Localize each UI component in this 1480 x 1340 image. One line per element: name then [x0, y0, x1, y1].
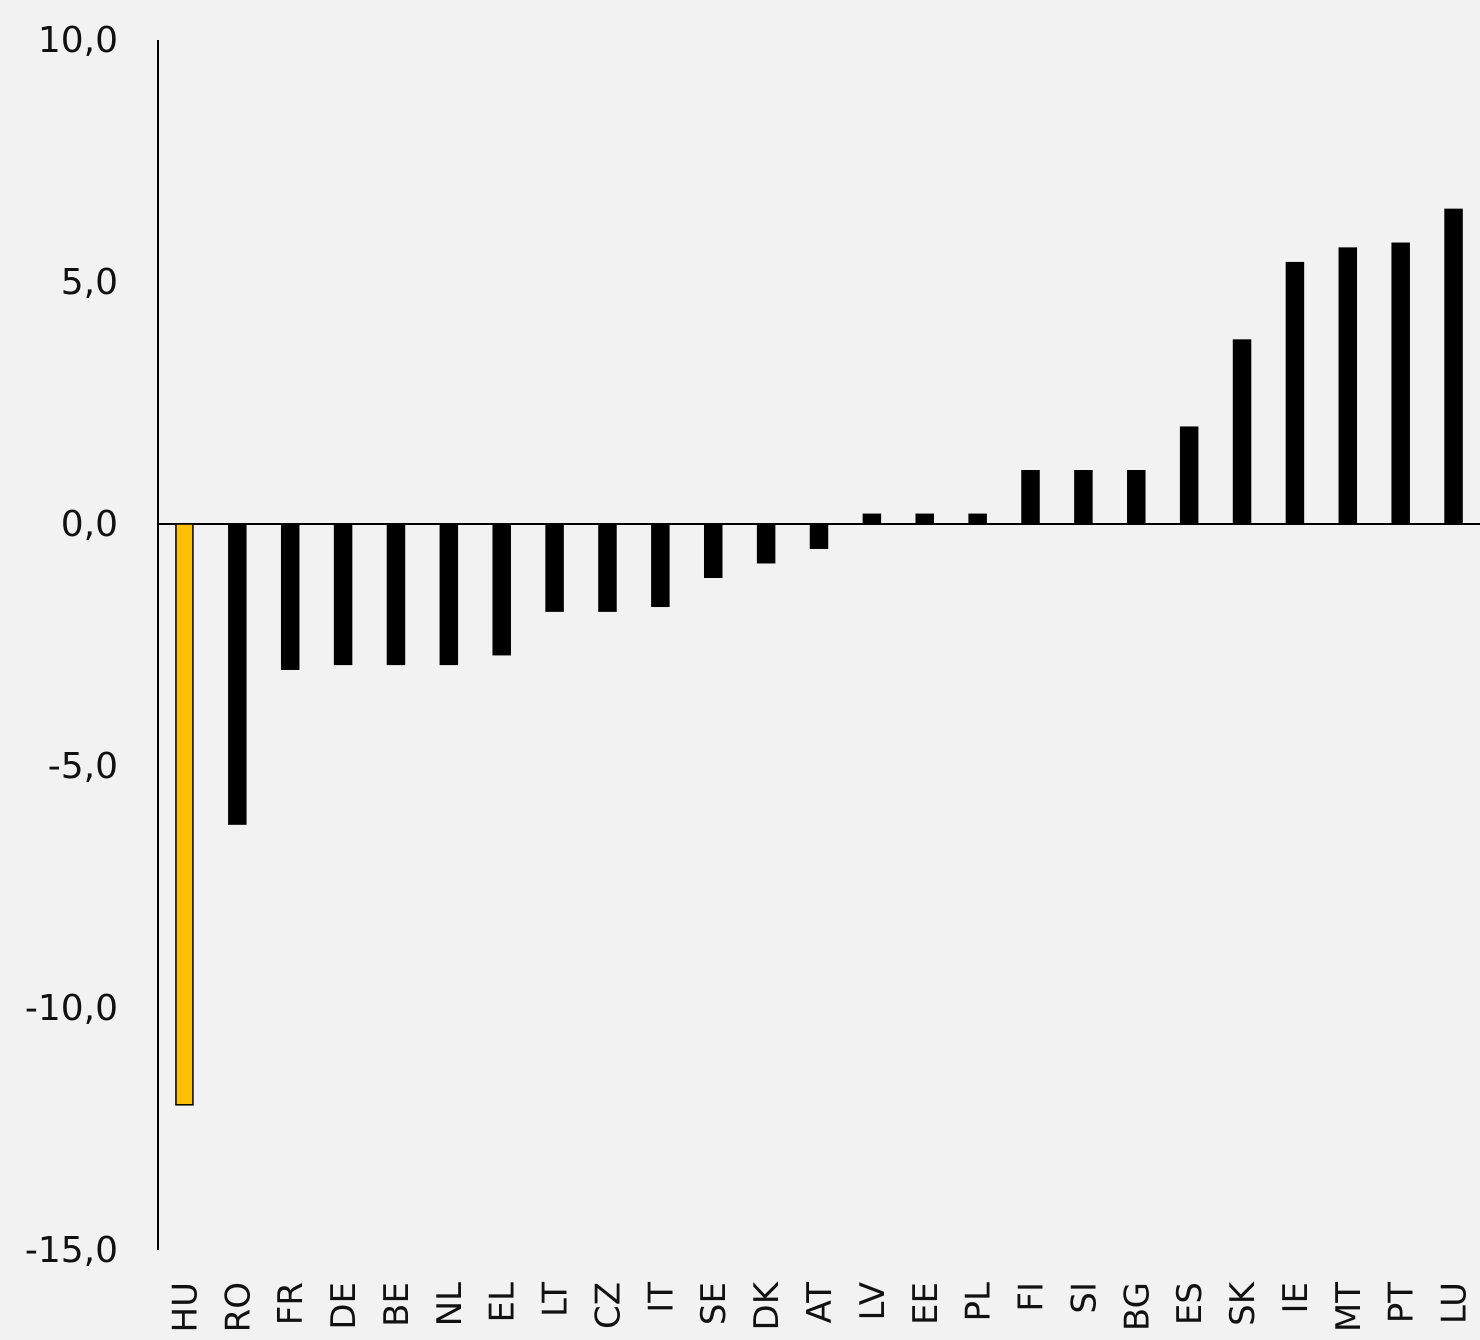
- x-tick-label-si: SI: [1064, 1282, 1104, 1314]
- x-tick-label-se: SE: [694, 1282, 734, 1325]
- bar-es: [1179, 426, 1199, 525]
- bar-ro: [228, 523, 247, 825]
- x-tick-label-be: BE: [377, 1282, 417, 1327]
- x-tick-label-lt: LT: [536, 1282, 576, 1317]
- x-tick-label-lv: LV: [853, 1282, 893, 1320]
- y-tick-label: -5,0: [48, 746, 118, 787]
- bar-pt: [1391, 242, 1410, 525]
- x-tick-label-cz: CZ: [588, 1282, 628, 1329]
- x-tick-label-ie: IE: [1276, 1282, 1316, 1314]
- bar-lt: [545, 523, 564, 612]
- bar-lv: [862, 513, 882, 525]
- bar-bg: [1127, 470, 1146, 525]
- x-tick-label-pt: PT: [1382, 1282, 1422, 1324]
- x-tick-label-nl: NL: [430, 1282, 470, 1326]
- x-tick-label-ee: EE: [906, 1282, 946, 1325]
- x-tick-label-es: ES: [1170, 1282, 1210, 1325]
- bar-at: [809, 523, 829, 549]
- x-axis-labels: HU RO FR DE BE NL EL LT CZ IT SE DK AT LV EE PL FI SI BG ES…: [165, 1280, 1474, 1332]
- bar-sk: [1232, 339, 1252, 525]
- y-tick-label: 0,0: [61, 504, 118, 545]
- x-tick-label-lu: LU: [1435, 1282, 1475, 1324]
- bar-ee: [915, 513, 935, 525]
- bar-be: [386, 523, 406, 666]
- bar-fi: [1021, 470, 1040, 525]
- bar-nl: [439, 523, 459, 666]
- x-tick-label-sk: SK: [1223, 1280, 1263, 1326]
- bar-el: [492, 523, 511, 656]
- x-tick-label-fr: FR: [271, 1282, 311, 1325]
- bar-hu: [175, 523, 194, 1106]
- bar-it: [651, 523, 670, 608]
- bar-de: [333, 523, 353, 666]
- bar-mt: [1338, 247, 1358, 525]
- bar-fr: [280, 523, 300, 670]
- bar-si: [1074, 470, 1093, 525]
- bar-pl: [968, 513, 987, 525]
- x-tick-label-de: DE: [324, 1282, 364, 1330]
- bar-se: [703, 523, 723, 578]
- y-tick-label: 10,0: [38, 20, 118, 61]
- y-axis-ticks: 10,0 5,0 0,0 -5,0 -10,0 -15,0: [25, 20, 118, 1271]
- x-tick-label-bg: BG: [1117, 1282, 1157, 1331]
- x-tick-label-fi: FI: [1012, 1282, 1052, 1312]
- y-tick-label: 5,0: [61, 262, 118, 303]
- bar-cz: [598, 523, 617, 612]
- bar-dk: [756, 523, 776, 564]
- x-tick-label-mt: MT: [1329, 1282, 1369, 1332]
- x-tick-label-hu: HU: [165, 1282, 205, 1332]
- bar-ie: [1285, 261, 1305, 525]
- x-tick-label-pl: PL: [959, 1282, 999, 1322]
- x-tick-label-ro: RO: [218, 1282, 258, 1332]
- x-tick-label-dk: DK: [747, 1280, 787, 1330]
- x-tick-label-it: IT: [641, 1282, 681, 1313]
- bar-lu: [1444, 208, 1463, 525]
- x-tick-label-at: AT: [800, 1282, 840, 1324]
- y-tick-label: -15,0: [25, 1230, 118, 1271]
- x-tick-label-el: EL: [483, 1282, 523, 1322]
- bars: [175, 208, 1463, 1106]
- y-tick-label: -10,0: [25, 988, 118, 1029]
